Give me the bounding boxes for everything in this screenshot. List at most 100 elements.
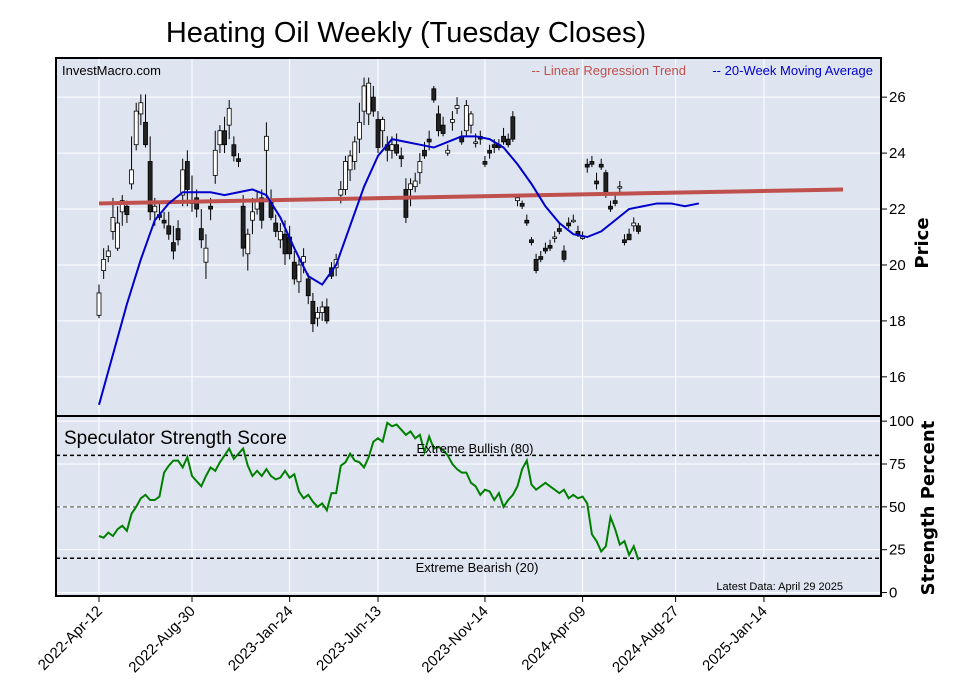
candle-body [212,149,218,176]
extreme-bullish-label: Extreme Bullish (80) [416,441,533,456]
candle-body [561,250,567,260]
price-y-tick-label: 22 [889,201,906,218]
candle-body [566,222,572,227]
strength-y-tick-label: 0 [889,585,897,602]
candle-body [305,278,311,297]
price-y-tick-label: 26 [889,89,906,106]
candle-body [431,88,437,101]
strength-score-line [98,421,640,561]
candle-body [380,119,386,132]
candle-body [226,107,232,126]
price-y-tick-label: 20 [889,257,906,274]
candle-body [236,158,241,162]
candle-body [352,141,358,162]
candle-body [370,96,376,112]
candle-body [222,130,227,146]
candle-body [133,110,139,146]
extreme-bearish-label: Extreme Bearish (20) [416,560,539,575]
candle-body [115,222,120,249]
candle-body [245,233,251,255]
strength-panel [56,416,881,596]
x-tick-label: 2023-Jun-13 [313,603,385,675]
strength-y-tick-label: 25 [889,542,906,559]
candle-body [319,306,325,313]
candle-body [398,155,404,160]
candle-body [296,264,302,283]
candle-body [482,161,488,165]
candle-body [203,247,209,263]
candle-body [119,200,125,213]
candle-body [170,242,176,252]
legend-trend: -- Linear Regression Trend [531,63,686,78]
candle-body [231,144,237,157]
price-y-ticks: 16 18 20 22 24 26 [881,89,906,386]
price-y-tick-label: 24 [889,145,906,162]
candle-body [240,205,246,249]
candle-body [505,138,511,146]
candle-body [105,250,111,257]
candle-body [584,163,590,168]
candle-body [547,244,553,249]
candle-body [124,205,130,216]
moving-average-line [98,135,700,406]
candle-body [152,205,158,213]
candle-body [412,180,418,188]
candle-body [543,247,548,252]
candle-body [617,186,623,189]
candle-body [529,239,534,243]
candle-body [282,233,288,255]
candle-body [454,105,460,109]
candle-body [603,172,609,193]
candle-body [556,228,562,232]
candle-body [96,292,102,316]
candle-body [631,222,637,227]
candle-body [175,228,181,241]
x-tick-label: 2023-Nov-14 [418,603,491,676]
candle-body [324,306,330,322]
candle-body [356,121,362,140]
candle-body [408,183,413,190]
chart-title: Heating Oil Weekly (Tuesday Closes) [166,17,646,49]
candle-body [366,82,372,115]
candle-body [436,113,441,132]
candle-body [524,219,530,224]
x-tick-label: 2022-Apr-12 [35,603,106,674]
candle-body [636,225,641,232]
candle-body [389,144,395,151]
candle-body [598,163,604,168]
candle-body [608,205,613,210]
candle-body [589,161,595,165]
candle-body [110,217,116,232]
candle-body [343,161,348,190]
candle-body [208,205,214,210]
candle-body [129,169,134,185]
x-tick-label: 2024-Apr-09 [518,603,589,674]
candle-body [612,200,618,204]
price-axis-label: Price [912,217,933,268]
candle-body [463,105,469,132]
candle-body [510,116,516,140]
strength-panel-frame [55,415,882,597]
candle-body [361,85,367,112]
candle-body [487,149,493,154]
candle-body [263,135,269,151]
candle-body [394,144,400,154]
candle-body [575,231,581,235]
strength-y-tick-label: 50 [889,499,906,516]
candle-body [570,219,576,223]
strength-y-tick-label: 75 [889,456,906,473]
candle-body [426,138,432,143]
candle-body [180,169,186,196]
candle-body [626,233,632,241]
candle-body [273,222,279,232]
strength-y-ticks: 0 25 50 75 100 [881,413,914,602]
linear-regression-trend-line [98,187,844,206]
candle-body [147,161,153,213]
candle-body [533,258,539,271]
legend-moving-average: -- 20-Week Moving Average [712,63,873,78]
candle-body [217,130,223,146]
candle-body [347,155,353,171]
candle-body [166,225,172,235]
candle-body [538,256,544,260]
